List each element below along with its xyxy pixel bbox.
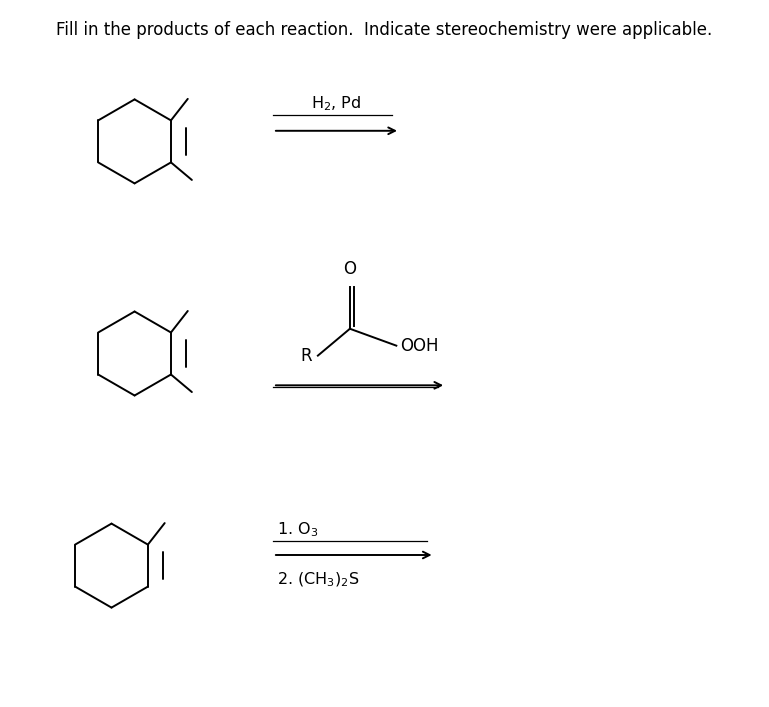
Text: O: O bbox=[344, 259, 356, 278]
Text: 1. O$_3$: 1. O$_3$ bbox=[277, 521, 318, 539]
Text: H$_2$, Pd: H$_2$, Pd bbox=[311, 95, 361, 113]
Text: OOH: OOH bbox=[400, 337, 438, 355]
Text: R: R bbox=[300, 346, 311, 365]
Text: 2. (CH$_3$)$_2$S: 2. (CH$_3$)$_2$S bbox=[277, 571, 360, 589]
Text: Fill in the products of each reaction.  Indicate stereochemistry were applicable: Fill in the products of each reaction. I… bbox=[56, 21, 713, 39]
